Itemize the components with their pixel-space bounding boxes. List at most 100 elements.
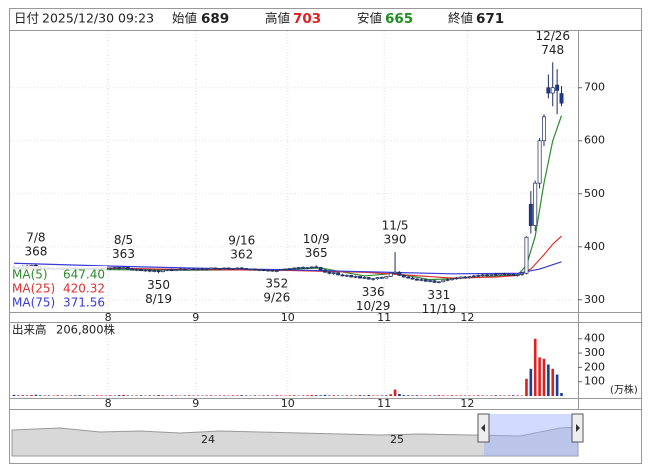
- y-tick-label: 100: [584, 375, 605, 388]
- y-tick-label: 400: [584, 240, 605, 253]
- candle-body: [217, 268, 222, 270]
- candle-body: [108, 267, 113, 270]
- candle-body: [555, 84, 560, 91]
- candle-body: [204, 268, 209, 271]
- candle-body: [287, 268, 292, 270]
- candle-body: [511, 274, 516, 276]
- volume-bar: [389, 394, 392, 396]
- volume-bar: [91, 395, 95, 396]
- candle-body: [406, 276, 411, 279]
- candle-body: [248, 268, 253, 271]
- candle-body: [130, 268, 135, 271]
- candle-body: [117, 267, 122, 269]
- handle-arrow: [576, 424, 580, 432]
- candle-body: [410, 277, 415, 280]
- volume-bar: [323, 394, 327, 396]
- candle-body: [546, 87, 551, 94]
- volume-bar: [148, 395, 152, 396]
- annotation-value: 352: [265, 277, 288, 291]
- candle-body: [358, 276, 362, 279]
- volume-bar: [30, 394, 33, 396]
- annotation-date: 9/16: [228, 233, 255, 247]
- volume-bar: [367, 394, 371, 396]
- volume-bar: [306, 395, 309, 396]
- volume-bar: [170, 395, 173, 396]
- candle-body: [441, 279, 446, 283]
- candle-body: [125, 267, 130, 270]
- candle-body: [349, 275, 354, 278]
- candle-body: [397, 271, 402, 276]
- volume-bar: [100, 395, 103, 396]
- x-tick-label: 8: [105, 397, 112, 410]
- volume-bar: [441, 395, 445, 396]
- volume-bar: [21, 395, 25, 396]
- volume-bar: [345, 395, 349, 396]
- volume-bar: [354, 395, 357, 396]
- volume-bar: [174, 395, 178, 396]
- candle-body: [213, 267, 218, 270]
- candle-body: [454, 277, 459, 280]
- candle-body: [371, 278, 376, 280]
- volume-bar: [533, 338, 537, 396]
- volume-bar: [415, 395, 419, 396]
- candle-body: [520, 272, 525, 275]
- legend-name: MA(5): [12, 268, 48, 282]
- volume-bar: [385, 395, 388, 396]
- candle-body: [432, 280, 437, 283]
- y-tick-label: 300: [584, 346, 605, 359]
- volume-bar: [516, 395, 519, 396]
- candle-body: [196, 268, 200, 271]
- candle-body: [401, 275, 406, 278]
- candle-body: [187, 268, 192, 271]
- x-tick-label: 9: [192, 311, 199, 324]
- volume-bar: [393, 389, 397, 396]
- candle-body: [222, 267, 227, 270]
- candle-body: [226, 267, 231, 270]
- candle-body: [485, 274, 489, 277]
- volume-bar: [25, 395, 29, 396]
- volume-bar: [82, 395, 86, 396]
- candle-body: [336, 272, 341, 276]
- header-label: 日付: [14, 11, 39, 26]
- candle-body: [143, 269, 148, 272]
- candle-body: [318, 267, 323, 271]
- annotation-value: 362: [230, 247, 253, 261]
- volume-bar: [17, 395, 20, 396]
- volume-bar: [498, 395, 502, 396]
- candle-body: [362, 277, 367, 279]
- candle-body: [134, 269, 139, 271]
- annotation-date: 11/19: [422, 302, 457, 316]
- candle-body: [542, 116, 546, 142]
- legend-name: MA(75): [12, 296, 55, 310]
- header-high: 703: [293, 11, 321, 27]
- volume-bar: [459, 395, 463, 396]
- candle-body: [231, 268, 235, 270]
- candle-body: [550, 87, 555, 94]
- x-tick-label: 11: [377, 311, 391, 324]
- header-label: 終値: [448, 11, 473, 26]
- volume-bar: [12, 394, 16, 396]
- candle-body: [393, 271, 398, 274]
- candle-body: [463, 276, 468, 279]
- x-tick-label: 10: [281, 311, 295, 324]
- candle-body: [296, 267, 301, 269]
- candle-body: [139, 269, 143, 271]
- y-tick-label: 200: [584, 360, 605, 373]
- volume-bar: [349, 395, 353, 396]
- candle-body: [266, 269, 270, 272]
- navigator-label: 24: [201, 433, 215, 446]
- candle-body: [314, 266, 319, 269]
- volume-bar: [240, 395, 244, 396]
- volume-bar: [74, 395, 77, 396]
- candle-body: [533, 182, 538, 226]
- volume-bar: [363, 395, 366, 396]
- candle-body: [489, 274, 494, 276]
- y-tick-label: 700: [584, 81, 605, 94]
- volume-bar: [450, 395, 454, 396]
- volume-bar: [481, 395, 484, 396]
- x-tick-label: 10: [281, 397, 295, 410]
- volume-bar: [560, 393, 563, 396]
- navigator-window[interactable]: [484, 414, 578, 456]
- volume-bar: [122, 394, 125, 396]
